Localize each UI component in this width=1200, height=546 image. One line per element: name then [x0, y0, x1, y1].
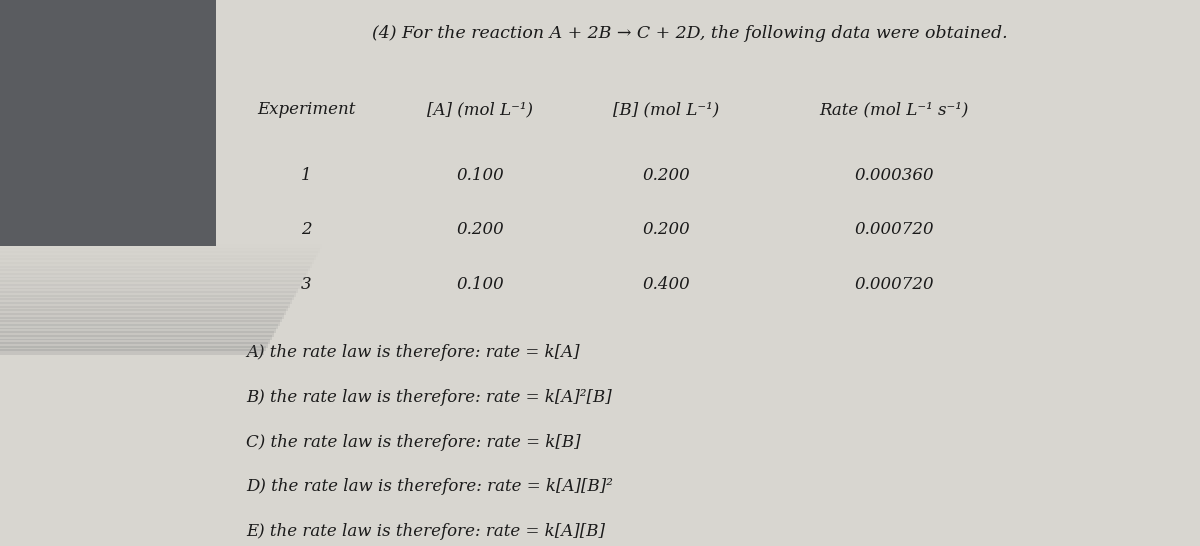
Text: [A] (mol L⁻¹): [A] (mol L⁻¹) [427, 101, 533, 118]
Text: Rate (mol L⁻¹ s⁻¹): Rate (mol L⁻¹ s⁻¹) [820, 101, 968, 118]
Text: Experiment: Experiment [257, 101, 355, 118]
Text: 0.000360: 0.000360 [854, 167, 934, 183]
Text: E) the rate law is therefore: rate = k[A][B]: E) the rate law is therefore: rate = k[A… [246, 523, 605, 540]
Text: 0.100: 0.100 [456, 276, 504, 293]
Text: [B] (mol L⁻¹): [B] (mol L⁻¹) [613, 101, 719, 118]
Text: (4) For the reaction A + 2B → C + 2D, the following data were obtained.: (4) For the reaction A + 2B → C + 2D, th… [372, 25, 1008, 41]
Text: 0.200: 0.200 [456, 221, 504, 238]
Text: D) the rate law is therefore: rate = k[A][B]²: D) the rate law is therefore: rate = k[A… [246, 478, 613, 495]
Text: 0.400: 0.400 [642, 276, 690, 293]
Text: B) the rate law is therefore: rate = k[A]²[B]: B) the rate law is therefore: rate = k[A… [246, 389, 612, 406]
Text: 1: 1 [301, 167, 311, 183]
Text: 3: 3 [301, 276, 311, 293]
Text: 0.200: 0.200 [642, 221, 690, 238]
Text: 0.100: 0.100 [456, 167, 504, 183]
Text: 0.000720: 0.000720 [854, 276, 934, 293]
Text: 0.000720: 0.000720 [854, 221, 934, 238]
Text: 2: 2 [301, 221, 311, 238]
Text: A) the rate law is therefore: rate = k[A]: A) the rate law is therefore: rate = k[A… [246, 344, 580, 361]
Text: 0.200: 0.200 [642, 167, 690, 183]
Text: C) the rate law is therefore: rate = k[B]: C) the rate law is therefore: rate = k[B… [246, 434, 581, 450]
